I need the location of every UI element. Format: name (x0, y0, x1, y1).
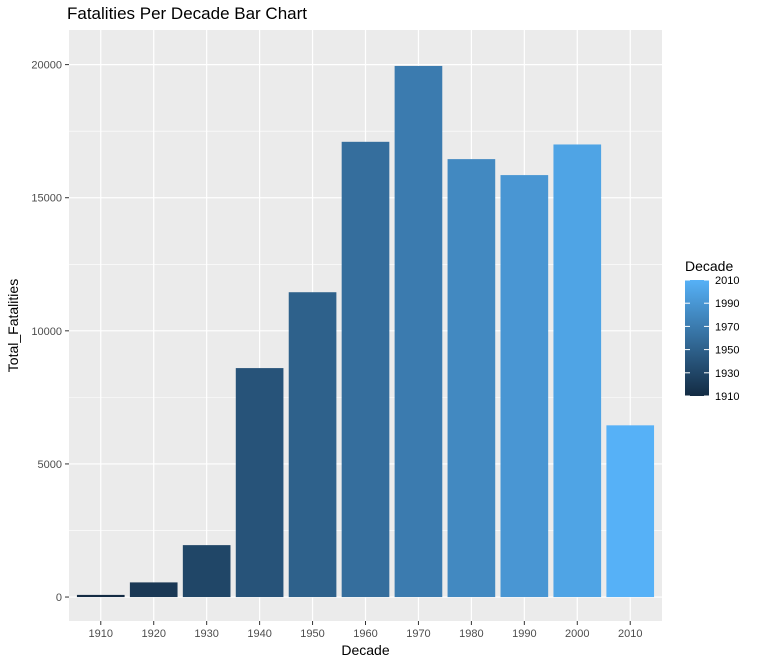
bar-1930 (182, 545, 231, 598)
bars (76, 65, 655, 598)
y-tick-label: 10000 (31, 326, 62, 338)
x-tick-label: 1970 (406, 628, 430, 640)
chart-title: Fatalities Per Decade Bar Chart (67, 4, 307, 23)
y-tick-label: 0 (56, 592, 62, 604)
legend-label: 1950 (715, 345, 739, 357)
legend: Decade 1910 1930 1950 1970 1990 2010 (685, 258, 739, 403)
bar-1950 (288, 292, 337, 598)
x-axis: 1910 1920 1930 1940 1950 1960 1970 1980 1990 2000… (89, 621, 642, 640)
bar-1990 (500, 175, 549, 598)
legend-label: 1930 (715, 368, 739, 380)
y-axis: 0 5000 10000 15000 20000 (31, 60, 69, 604)
legend-label: 1970 (715, 321, 739, 333)
x-tick-label: 1980 (459, 628, 483, 640)
y-tick-label: 15000 (31, 193, 62, 205)
x-tick-label: 1960 (353, 628, 377, 640)
bar-2000 (553, 144, 602, 598)
bar-1910 (76, 594, 125, 598)
x-axis-title: Decade (341, 642, 389, 658)
x-tick-label: 1920 (141, 628, 165, 640)
legend-colorbar (685, 280, 709, 396)
x-tick-label: 2010 (618, 628, 642, 640)
legend-label: 2010 (715, 275, 739, 287)
legend-title: Decade (685, 258, 733, 274)
y-tick-label: 20000 (31, 60, 62, 72)
legend-label: 1910 (715, 391, 739, 403)
bar-2010 (606, 425, 655, 598)
x-tick-label: 1950 (300, 628, 324, 640)
x-tick-label: 1990 (512, 628, 536, 640)
bar-1940 (235, 368, 284, 598)
y-axis-title: Total_Fatalities (5, 279, 21, 372)
legend-ticks: 1910 1930 1950 1970 1990 2010 (685, 275, 739, 403)
bar-1980 (447, 159, 496, 598)
bar-1960 (341, 141, 390, 598)
y-tick-label: 5000 (38, 459, 62, 471)
x-tick-label: 2000 (565, 628, 589, 640)
bar-1920 (129, 582, 178, 598)
x-tick-label: 1910 (89, 628, 113, 640)
legend-label: 1990 (715, 298, 739, 310)
x-tick-label: 1940 (247, 628, 271, 640)
x-tick-label: 1930 (194, 628, 218, 640)
bar-1970 (394, 65, 443, 598)
